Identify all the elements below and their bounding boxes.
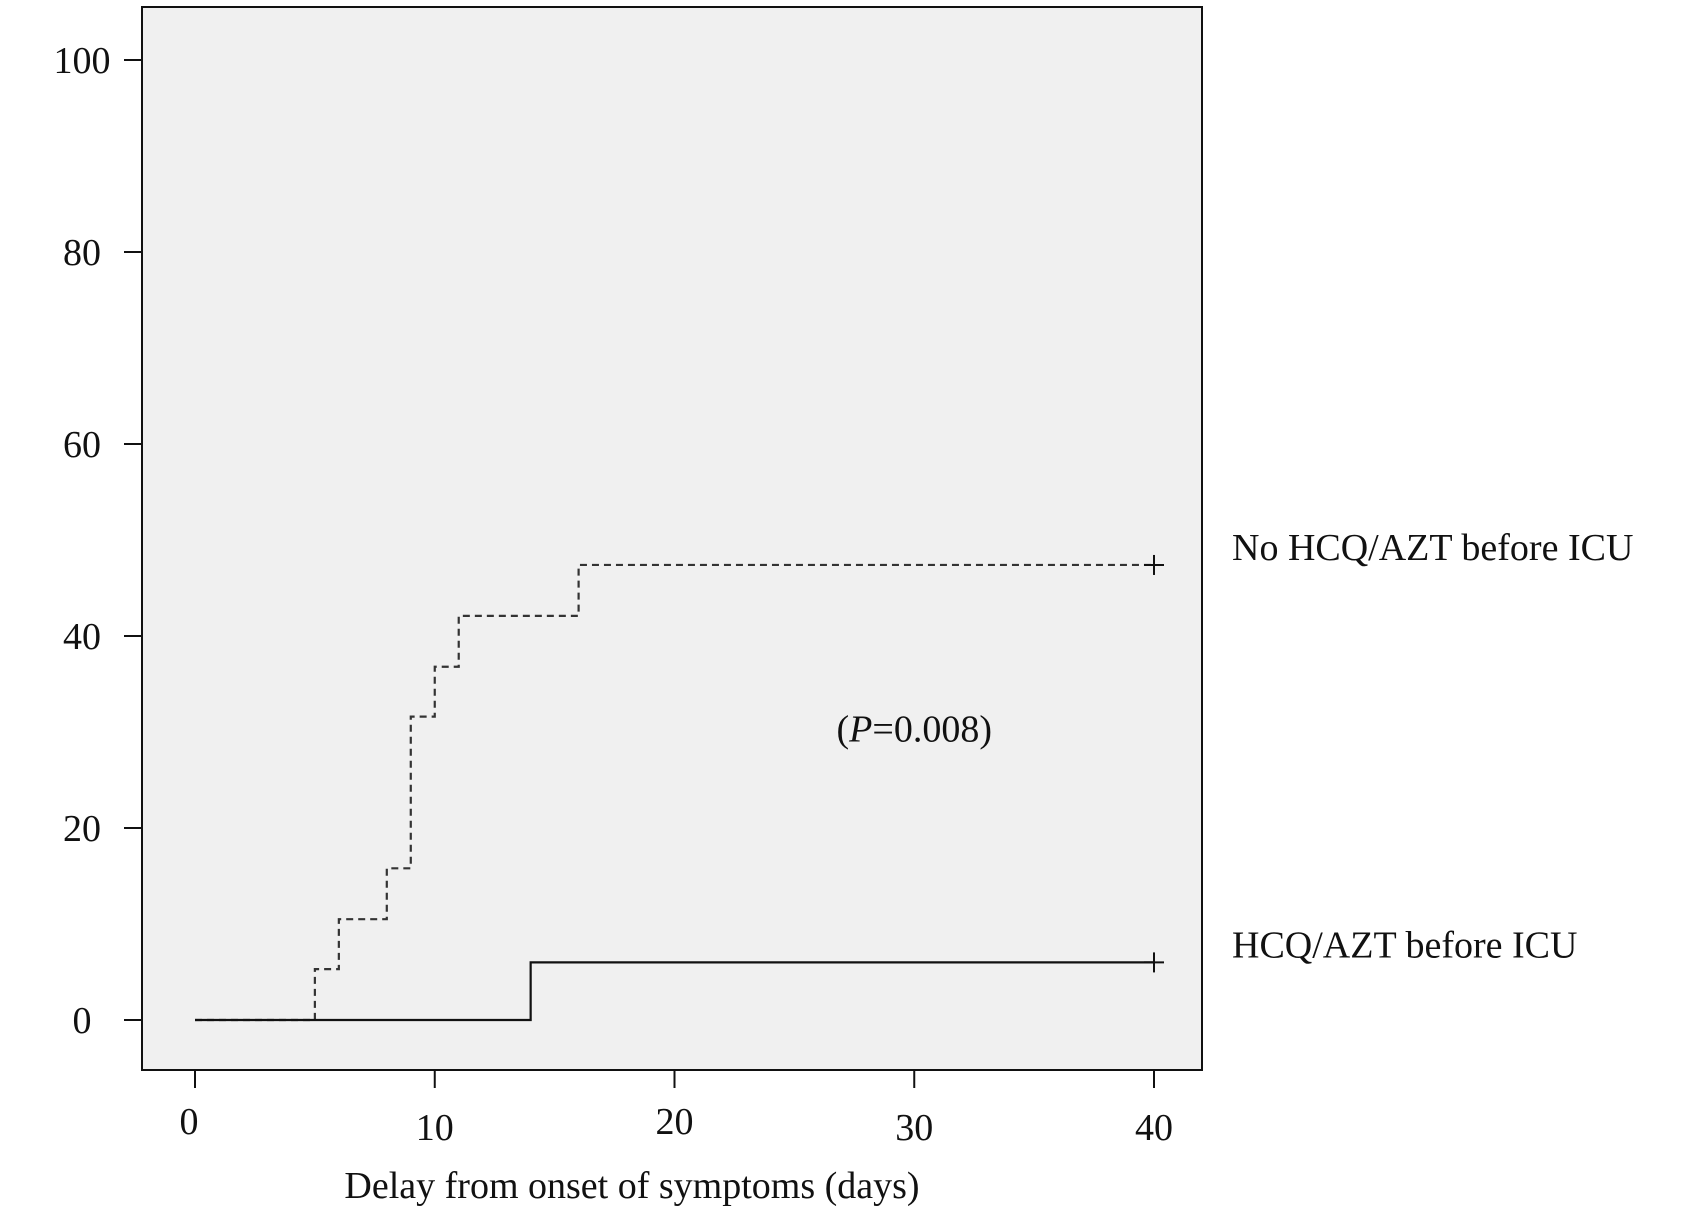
x-axis-title: Delay from onset of symptoms (days) xyxy=(344,1165,919,1207)
p-value-p: P xyxy=(848,709,872,751)
x-tick-label: 20 xyxy=(656,1101,694,1143)
p-value-open: ( xyxy=(837,709,850,751)
y-axis: 0 20 40 60 80 100 xyxy=(54,40,142,1042)
y-tick-label: 40 xyxy=(63,616,101,658)
x-tick-label: 0 xyxy=(180,1101,199,1143)
x-axis: 0 10 20 30 40 xyxy=(180,1070,1173,1149)
plot-frame xyxy=(141,6,1203,1071)
series-label-layer: No HCQ/AZT before ICU HCQ/AZT before ICU xyxy=(1232,527,1633,966)
series-label: HCQ/AZT before ICU xyxy=(1232,924,1577,966)
series-line-no-hcq-azt xyxy=(195,563,1154,1022)
series-line-hcq-azt xyxy=(195,961,1154,1022)
y-tick-label: 100 xyxy=(54,40,111,82)
y-tick-label: 20 xyxy=(63,808,101,850)
p-value-annotation: (P=0.008) xyxy=(837,709,992,751)
p-value-rest: =0.008) xyxy=(872,709,992,751)
series-label: No HCQ/AZT before ICU xyxy=(1232,527,1633,569)
x-tick-label: 30 xyxy=(895,1107,933,1149)
x-tick-label: 10 xyxy=(416,1107,454,1149)
x-tick-label: 40 xyxy=(1135,1107,1173,1149)
y-tick-label: 80 xyxy=(63,232,101,274)
y-tick-label: 0 xyxy=(73,1000,92,1042)
y-tick-label: 60 xyxy=(63,424,101,466)
series-layer xyxy=(195,554,1164,1022)
